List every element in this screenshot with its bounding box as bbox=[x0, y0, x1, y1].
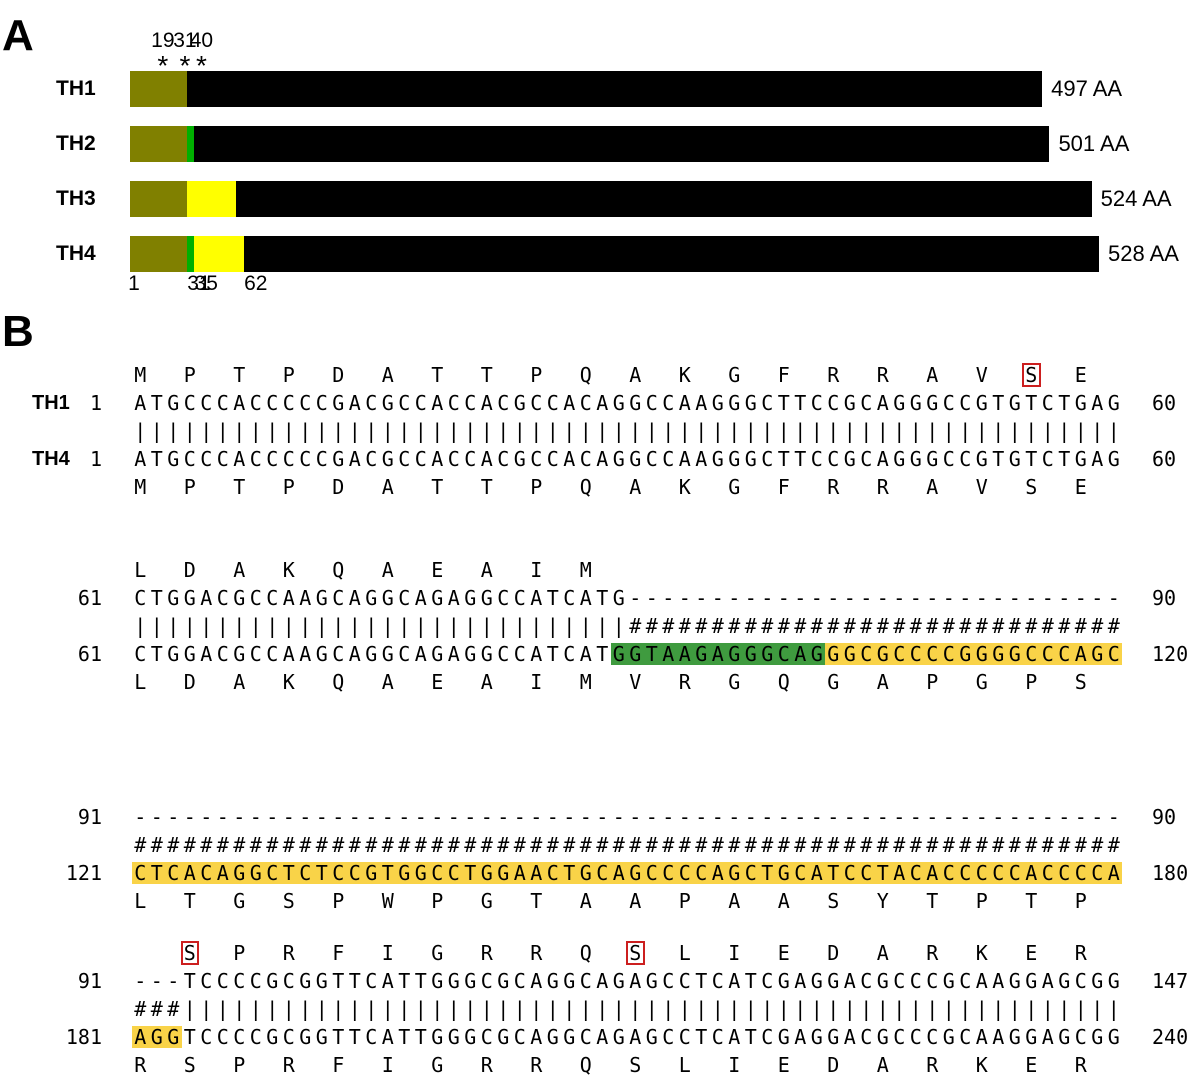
th1-start-position: 1 bbox=[89, 391, 102, 415]
th1-end-position: 90 bbox=[1152, 805, 1177, 829]
bar-segment bbox=[194, 236, 244, 272]
isoform-bar-th2 bbox=[130, 126, 1050, 162]
th1-end-position: 90 bbox=[1152, 586, 1177, 610]
bar-segment bbox=[194, 126, 1050, 162]
asterisk-marker: * bbox=[179, 50, 191, 81]
th1-start-position: 91 bbox=[77, 805, 102, 829]
bottom-position-label: 1 bbox=[128, 272, 140, 295]
isoform-bar-th3 bbox=[130, 181, 1092, 217]
th1-start-position: 91 bbox=[77, 969, 102, 993]
isoform-length-label: 497 AA bbox=[1051, 76, 1123, 101]
isoform-bar-th4 bbox=[130, 236, 1099, 272]
asterisk-marker: * bbox=[195, 50, 207, 81]
isoform-length-label: 528 AA bbox=[1108, 241, 1179, 266]
asterisk-position-label: 19 bbox=[151, 29, 175, 52]
bar-segment bbox=[186, 236, 195, 272]
th4-start-position: 1 bbox=[89, 447, 102, 471]
th4-end-position: 120 bbox=[1152, 642, 1189, 666]
th1-end-position: 147 bbox=[1152, 969, 1189, 993]
bottom-position-label: 35 bbox=[194, 272, 218, 295]
alignment-match-row: | | | | | | | | | | | | | | | | | | | | | | | | | | | | | | # # # # # # # # # #… bbox=[134, 614, 1120, 638]
th1-amino-acid-row: M P T P D A T T P Q A K G F R R A V S E bbox=[134, 363, 1087, 387]
th4-amino-acid-row: R S P R F I G R R Q S L I E D A R K E R bbox=[134, 1053, 1087, 1077]
asterisk-position-label: 40 bbox=[189, 29, 214, 52]
th1-start-position: 61 bbox=[77, 586, 102, 610]
bar-segment bbox=[186, 71, 1043, 107]
th4-end-position: 240 bbox=[1152, 1025, 1189, 1049]
bottom-position-label: 62 bbox=[244, 272, 268, 295]
isoform-bar-th1 bbox=[130, 71, 1043, 107]
th1-nucleotide-row: ----------------------------------------… bbox=[134, 805, 1120, 829]
bar-segment bbox=[130, 71, 187, 107]
th4-end-position: 180 bbox=[1152, 861, 1189, 885]
bar-segment bbox=[243, 236, 1099, 272]
isoform-label-th2: TH2 bbox=[56, 132, 96, 155]
bar-segment bbox=[186, 181, 237, 217]
th1-end-position: 60 bbox=[1152, 391, 1177, 415]
alignment-match-row: # # # # # # # # # # # # # # # # # # # # # # # # # # # # # # # # # # # # # # # #… bbox=[134, 833, 1120, 857]
panel-letter-a: A bbox=[2, 11, 34, 60]
isoform-length-label: 501 AA bbox=[1058, 131, 1130, 156]
alignment-match-row: # # # | | | | | | | | | | | | | | | | | | | | | | | | | | | | | | | | | | | | |… bbox=[134, 997, 1120, 1021]
isoform-label-th1: TH1 bbox=[56, 77, 96, 100]
th4-amino-acid-row: M P T P D A T T P Q A K G F R R A V S E bbox=[134, 475, 1087, 499]
th4-start-position: 181 bbox=[65, 1025, 102, 1049]
isoform-label-th3: TH3 bbox=[56, 187, 96, 210]
bar-segment bbox=[130, 181, 187, 217]
bar-segment bbox=[186, 126, 195, 162]
bar-segment bbox=[130, 236, 187, 272]
panel-letter-b: B bbox=[2, 307, 34, 356]
asterisk-marker: * bbox=[157, 50, 169, 81]
alignment-match-row: | | | | | | | | | | | | | | | | | | | | | | | | | | | | | | | | | | | | | | | |… bbox=[134, 419, 1120, 443]
th4-row-label: TH4 bbox=[32, 448, 70, 470]
th1-row-label: TH1 bbox=[32, 392, 70, 414]
isoform-length-label: 524 AA bbox=[1100, 186, 1172, 211]
isoform-label-th4: TH4 bbox=[56, 242, 96, 265]
th4-amino-acid-row: L D A K Q A E A I M V R G Q G A P G P S bbox=[134, 670, 1087, 694]
bottom-position-label: 31 bbox=[187, 272, 211, 295]
th4-amino-acid-row: L T G S P W P G T A A P A A S Y T P T P bbox=[134, 889, 1087, 913]
th4-end-position: 60 bbox=[1152, 447, 1177, 471]
bar-segment bbox=[130, 126, 187, 162]
th4-start-position: 61 bbox=[77, 642, 102, 666]
th1-amino-acid-row: S P R F I G R R Q S L I E D A R K E R bbox=[132, 941, 1122, 965]
bar-segment bbox=[236, 181, 1092, 217]
th4-start-position: 121 bbox=[65, 861, 102, 885]
asterisk-position-label: 31 bbox=[173, 29, 197, 52]
th1-amino-acid-row: L D A K Q A E A I M bbox=[134, 558, 592, 582]
